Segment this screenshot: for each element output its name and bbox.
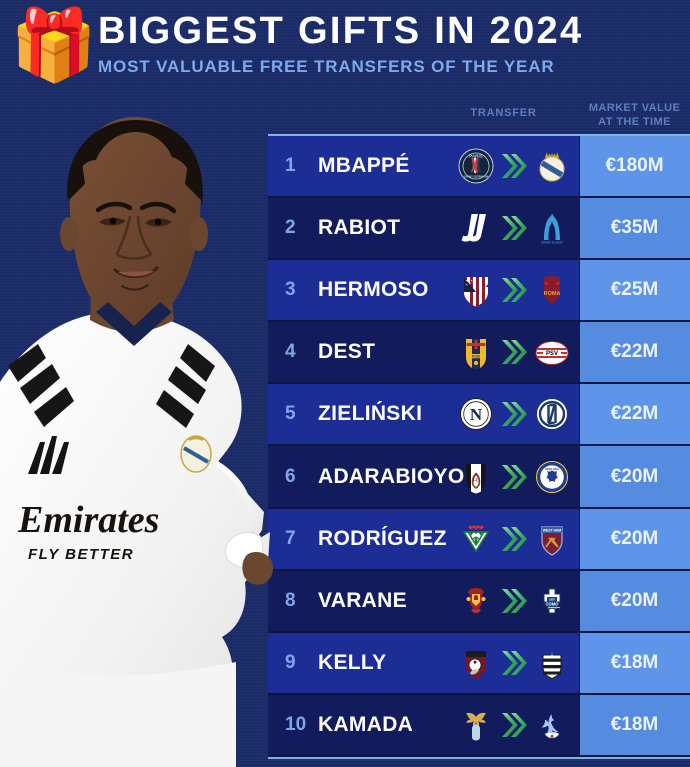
svg-text:WEST HAM: WEST HAM <box>543 528 562 532</box>
svg-text:SAINT-GERMAIN: SAINT-GERMAIN <box>464 175 488 179</box>
svg-text:FCB: FCB <box>472 355 480 359</box>
svg-text:PARIS: PARIS <box>469 154 483 159</box>
svg-text:COMO: COMO <box>545 601 559 606</box>
svg-text:FLY BETTER: FLY BETTER <box>28 546 134 563</box>
svg-text:DROIT AU BUT: DROIT AU BUT <box>541 241 563 245</box>
svg-text:Emirates: Emirates <box>17 499 159 541</box>
svg-text:FC: FC <box>473 477 480 482</box>
svg-text:PSV: PSV <box>546 351 558 357</box>
svg-text:CHELSEA: CHELSEA <box>545 467 560 471</box>
svg-text:ROMA: ROMA <box>544 291 561 297</box>
svg-text:N: N <box>470 405 483 424</box>
